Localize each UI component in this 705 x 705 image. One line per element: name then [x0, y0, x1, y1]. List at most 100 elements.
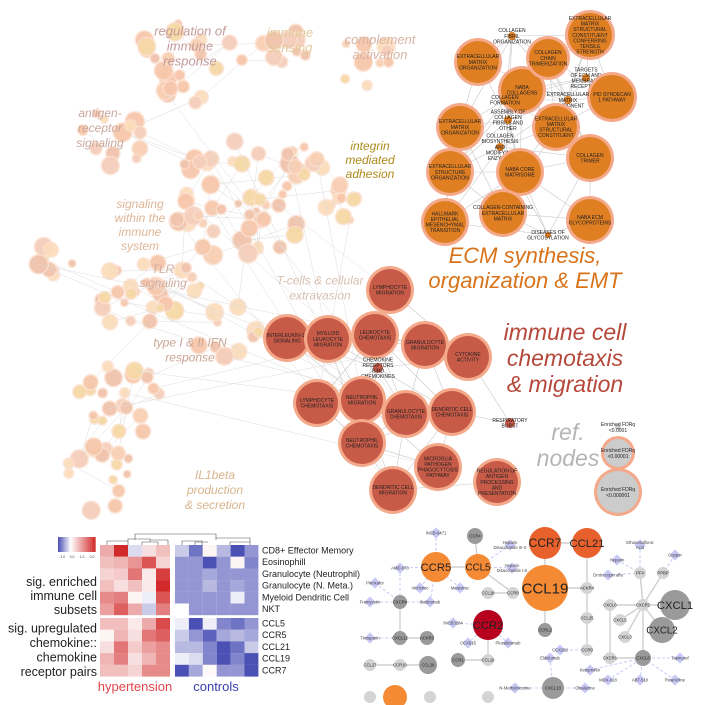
drug-node[interactable]: Plozalizumab: [496, 637, 522, 649]
immune-node[interactable]: CHEMOKINE RECEPTORS BIND CHEMOKINES: [361, 357, 395, 380]
drug-node[interactable]: INCB3284: [443, 617, 463, 629]
drug-node[interactable]: [602, 569, 614, 581]
immune-node[interactable]: NEUTROPHIL MIGRATION: [338, 376, 386, 424]
immune-node[interactable]: LEUKOCYTE CHEMOTAXIS: [351, 311, 399, 359]
gene-node[interactable]: CCL21: [569, 528, 605, 558]
gene-node[interactable]: CXCR2: [636, 599, 651, 611]
gene-node[interactable]: ACKR4: [580, 582, 595, 594]
immune-node[interactable]: GRANULOCYTE CHEMOTAXIS: [382, 390, 430, 438]
drug-node[interactable]: Tinzaparin: [360, 632, 380, 644]
drug-node[interactable]: Plerixafor: [366, 577, 384, 589]
drug-node[interactable]: Ketoprofen: [580, 664, 601, 676]
immune-node-label: DENDRITIC CELL MIGRATION: [372, 485, 413, 497]
gene-node[interactable]: CXCL8: [635, 650, 651, 666]
ecm-node[interactable]: COLLAGEN CHAIN TRIMERIZATION: [526, 36, 570, 80]
ecm-node[interactable]: NABA CORE MATRISOME: [496, 148, 544, 196]
immune-node[interactable]: NEUTROPHIL CHEMOTAXIS: [338, 419, 386, 467]
gene-node[interactable]: CCR1: [451, 653, 465, 667]
immune-node[interactable]: MICROGLIA PATHOGEN PHAGOCYTOSIS PATHWAY: [414, 443, 462, 491]
drug-node[interactable]: Vicriviroc: [412, 582, 429, 594]
drug-node[interactable]: Maraviroc: [451, 582, 469, 594]
drug-node[interactable]: Ibalizumab: [420, 596, 441, 608]
drug-node[interactable]: Framycetin: [360, 596, 381, 608]
ecm-node[interactable]: EXTRACELLULAR MATRIX ORGANIZATION: [436, 103, 484, 151]
immune-node[interactable]: INTERLEUKIN-10 SIGNALING: [263, 314, 311, 362]
ecm-node[interactable]: COLLAGEN TRIMER: [566, 134, 614, 182]
ecm-node[interactable]: NABA COLLAGENS: [498, 66, 546, 114]
gene-node[interactable]: CXCL1: [657, 590, 693, 620]
gene-node[interactable]: PPBP: [657, 567, 669, 579]
gene-node[interactable]: [383, 685, 407, 705]
gene-node[interactable]: CXCL2: [646, 617, 678, 643]
ecm-node[interactable]: COLLAGEN-CONTAINING EXTRACELLULAR MATRIX: [473, 189, 533, 237]
gene-node[interactable]: [482, 691, 494, 703]
ecm-node[interactable]: HALLMARK EPITHELIAL MESENCHYMAL TRANSITION: [421, 198, 469, 246]
immune-node[interactable]: DENDRITIC CELL MIGRATION: [369, 466, 417, 514]
drug-node[interactable]: [504, 539, 516, 551]
immune-node[interactable]: MYELOID LEUKOCYTE MIGRATION: [304, 315, 352, 363]
ecm-node[interactable]: NABA ECM GLYCOPROTEINS: [566, 196, 614, 244]
gene-node[interactable]: CXCR4: [393, 595, 408, 609]
ecm-node[interactable]: PID SYNDECAN 1 PATHWAY: [587, 72, 637, 122]
faded-node: [195, 49, 206, 60]
drug-node[interactable]: Heparin: [610, 554, 625, 566]
drug-node[interactable]: CCX282: [552, 644, 569, 656]
ecm-node[interactable]: COLLAGEN FIBRIL ORGANIZATION: [493, 28, 531, 45]
cluster-label-line: integrin: [350, 139, 390, 153]
drug-node[interactable]: INCB-9471: [426, 527, 447, 539]
gene-node[interactable]: CCL5: [465, 554, 491, 580]
ecm-node[interactable]: COLLAGEN FORMATION: [490, 95, 520, 107]
colorbar-tick: 0.0: [70, 555, 75, 559]
gene-node[interactable]: CXCL3: [618, 631, 632, 643]
gene-node[interactable]: CCL25: [580, 612, 594, 624]
drug-node[interactable]: MDX-018: [599, 674, 618, 686]
gene-node[interactable]: CXCL10: [542, 677, 564, 699]
gene-node[interactable]: CCL16: [481, 654, 495, 666]
drug-node[interactable]: CCX915: [460, 637, 477, 649]
ecm-node[interactable]: DISEASES OF GLYCOSYLATION: [527, 230, 569, 242]
gene-node[interactable]: CCL27: [363, 659, 377, 671]
ecm-node[interactable]: EXTRACELLULAR STRUCTURE ORGANIZATION: [426, 148, 474, 196]
ecm-node[interactable]: ASSEMBLY OF COLLAGEN FIBRILS AND OTHER: [491, 109, 526, 132]
immune-node[interactable]: DENDRITIC CELL CHEMOTAXIS: [428, 388, 476, 436]
gene-node[interactable]: CCL19: [522, 565, 569, 611]
gene-node[interactable]: CXCR1: [603, 652, 618, 664]
drug-node[interactable]: Copper: [668, 549, 682, 561]
gene-node[interactable]: CCR10: [393, 659, 408, 671]
gene-node[interactable]: CXCL12: [392, 631, 409, 645]
gene-node[interactable]: CXCL6: [603, 599, 617, 611]
gene-node[interactable]: CCL18: [481, 587, 495, 599]
immune-node[interactable]: GRANULOCYTE MIGRATION: [401, 321, 449, 369]
gene-node[interactable]: CCL28: [419, 656, 437, 674]
gene-node[interactable]: CCR5: [421, 552, 452, 582]
drug-node[interactable]: Eldelumab: [540, 652, 561, 664]
drug-node[interactable]: Tapinarof: [671, 652, 689, 664]
gene-node[interactable]: ACKR3: [420, 631, 435, 645]
gene-node[interactable]: CCR7: [529, 527, 562, 559]
immune-node[interactable]: LYMPHOCYTE CHEMOTAXIS: [293, 379, 341, 427]
gene-node[interactable]: CCR2: [473, 610, 504, 640]
gene-node[interactable]: [364, 691, 376, 703]
drug-node[interactable]: AMD-070: [391, 562, 410, 574]
gene-node[interactable]: PF4: [634, 567, 646, 579]
drug-node[interactable]: Olsalazine: [575, 682, 595, 694]
drug-node[interactable]: N-Methylnicotine: [499, 682, 531, 694]
immune-node[interactable]: RESPIRATORY BURST: [492, 418, 528, 430]
gene-node[interactable]: CXCL5: [613, 614, 627, 626]
ecm-node[interactable]: EXTRACELLULAR MATRIX ORGANIZATION: [454, 38, 502, 86]
ecm-node[interactable]: TARGETS OF ECM AND MEMBRANE RECEPTORS: [570, 67, 602, 90]
gene-node[interactable]: CCR9: [581, 644, 593, 656]
gene-node[interactable]: CCRL2: [538, 623, 553, 637]
immune-node[interactable]: CYTOKINE ACTIVITY: [444, 333, 492, 381]
drug-node[interactable]: ABT-510: [632, 674, 649, 686]
gene-node[interactable]: [424, 691, 436, 703]
drug-node[interactable]: Rivanicline: [665, 674, 686, 686]
ecm-node[interactable]: EXTRACELLULAR MATRIX STRUCTURAL CONSTITUENT: [532, 103, 580, 151]
immune-node[interactable]: REGULATION OF ANTIGEN PROCESSING AND PRESENT…: [473, 458, 521, 506]
drug-node[interactable]: [506, 562, 518, 574]
drug-node[interactable]: [634, 539, 646, 551]
gene-node[interactable]: CCR8: [507, 587, 519, 599]
ecm-node[interactable]: EXTRACELLULAR MATRIX STRUCTURAL CONSTITUENT…: [565, 10, 615, 60]
immune-node[interactable]: LYMPHOCYTE MIGRATION: [366, 266, 414, 314]
gene-node[interactable]: CCR4: [467, 528, 483, 544]
